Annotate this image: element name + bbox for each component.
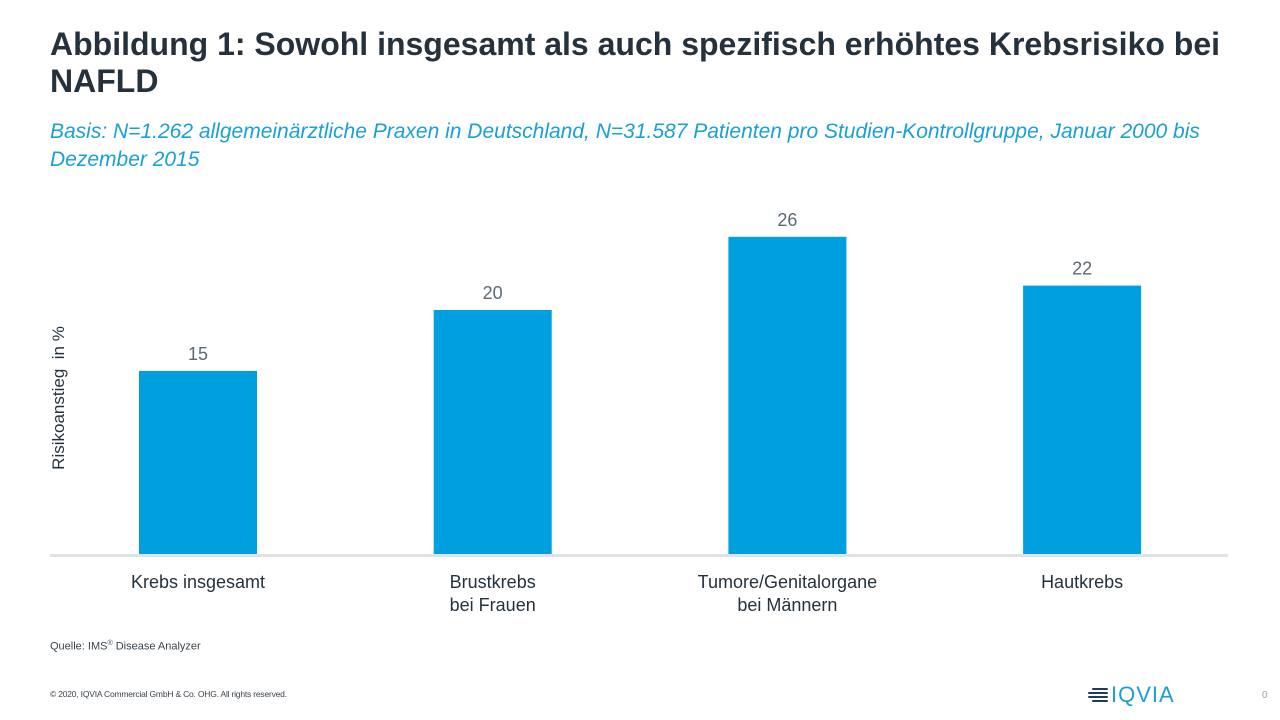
data-label: 15 bbox=[188, 344, 208, 364]
logo-text: IQVIA bbox=[1111, 682, 1175, 707]
data-label: 20 bbox=[483, 283, 503, 303]
x-tick-label: Tumore/Genitalorgane bbox=[698, 572, 877, 592]
x-tick-label: Brustkrebs bbox=[450, 572, 536, 592]
data-label: 22 bbox=[1072, 259, 1092, 279]
x-tick-label: Hautkrebs bbox=[1041, 572, 1123, 592]
bar bbox=[1023, 285, 1142, 554]
registered-mark: ® bbox=[107, 640, 113, 647]
bar bbox=[433, 310, 552, 554]
copyright-notice: © 2020, IQVIA Commercial GmbH & Co. OHG.… bbox=[50, 689, 287, 699]
slide-title: Abbildung 1: Sowohl insgesamt als auch s… bbox=[50, 26, 1221, 99]
bar bbox=[139, 371, 257, 554]
source-note: Quelle: IMS® Disease Analyzer bbox=[50, 640, 201, 653]
source-prefix: Quelle: IMS bbox=[50, 640, 108, 653]
data-label: 26 bbox=[777, 210, 797, 230]
bar bbox=[728, 236, 847, 555]
x-tick-label: bei Männern bbox=[737, 595, 837, 615]
x-tick-label: bei Frauen bbox=[450, 595, 536, 615]
logo-lines-icon bbox=[1088, 688, 1108, 702]
iqvia-logo: IQVIA bbox=[1088, 684, 1175, 706]
x-tick-label: Krebs insgesamt bbox=[131, 572, 265, 592]
page-number: 0 bbox=[1262, 690, 1268, 701]
y-axis-label: Risikoanstieg in % bbox=[49, 326, 68, 470]
source-suffix: Disease Analyzer bbox=[112, 640, 201, 653]
slide-subtitle: Basis: N=1.262 allgemeinärztliche Praxen… bbox=[50, 120, 1200, 171]
